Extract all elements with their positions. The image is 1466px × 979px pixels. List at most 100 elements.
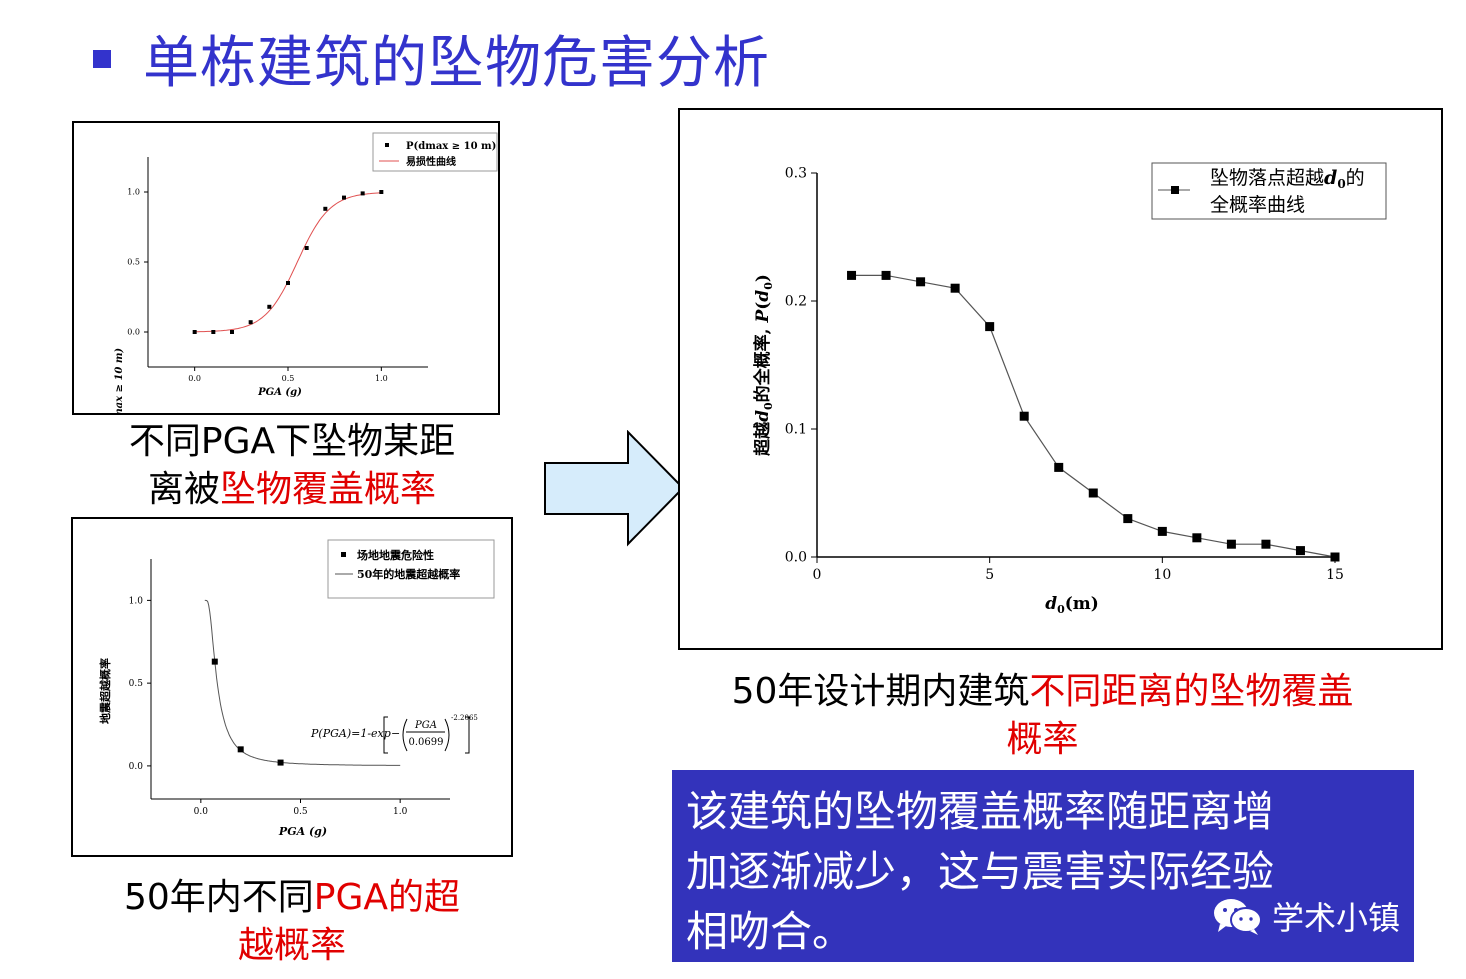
fragility-legend-series1: P(dmax ≥ 10 m) (406, 141, 496, 152)
coverage-data-point (1123, 514, 1133, 524)
wechat-icon (1214, 899, 1262, 935)
y-tick-label: 0.5 (129, 679, 144, 689)
coverage-data-point (1088, 488, 1098, 498)
hazard-caption-red: PGA的超 (313, 877, 461, 918)
coverage-caption-line1: 50年设计期内建筑不同距离的坠物覆盖 (690, 668, 1395, 716)
coverage-chart: 0 5 10 15 0.0 0.1 0.2 0.3 坠物落点超越d0的 全概率曲线 d0(m)… (752, 162, 1387, 616)
x-tick-label: 0.5 (293, 807, 308, 817)
coverage-legend-label-line2: 全概率曲线 (1210, 194, 1305, 216)
coverage-legend-label-line1: 坠物落点超越d0的 (1210, 167, 1365, 191)
x-tick-label: 15 (1326, 567, 1344, 583)
legend-marker-square-icon (1171, 186, 1179, 194)
fragility-data-point (267, 304, 272, 309)
formula-bracket-icon (465, 716, 470, 754)
formula-paren-icon (444, 718, 450, 752)
y-tick-label: 0.2 (785, 294, 807, 310)
x-tick-label: 0.5 (282, 374, 295, 383)
y-tick-label: 0.0 (129, 762, 144, 772)
coverage-data-point (1019, 411, 1029, 421)
legend-marker-square-icon (385, 143, 389, 147)
x-tick-label: 5 (985, 567, 994, 583)
hazard-xlabel: PGA (g) (278, 825, 327, 838)
fragility-data-point (360, 191, 365, 196)
coverage-data-point (1295, 546, 1305, 556)
coverage-data-point (916, 277, 926, 287)
fragility-chart-frame: 0.0 0.5 1.0 0.0 0.5 1.0 P(dmax ≥ 10 m) 易损性曲线 … (72, 121, 500, 415)
right-arrow-icon (544, 430, 685, 547)
coverage-data-point (881, 270, 891, 280)
hazard-caption-line1: 50年内不同PGA的超 (82, 874, 502, 922)
fragility-ylabel: P(dmax ≥ 10 m) (114, 348, 125, 413)
hazard-caption-line2: 越概率 (237, 925, 346, 966)
coverage-ylabel: 超越d0的全概率, P(d0) (752, 274, 775, 456)
y-tick-label: 1.0 (127, 188, 140, 197)
hazard-formula-num: PGA (414, 720, 437, 731)
coverage-data-point (1054, 462, 1064, 472)
y-tick-label: 0.3 (785, 166, 807, 182)
watermark: 学术小镇 (1212, 893, 1400, 939)
fragility-caption-line1: 不同PGA下坠物某距 (128, 421, 456, 462)
conclusion-box: 该建筑的坠物覆盖概率随距离增 加逐渐减少，这与震害实际经验 相吻合。 (672, 770, 1414, 962)
coverage-series-line (851, 274, 1336, 558)
fragility-xlabel: PGA (g) (257, 387, 302, 398)
coverage-data-point (1261, 539, 1271, 549)
x-tick-label: 1.0 (393, 807, 408, 817)
fragility-data-point (304, 246, 309, 250)
fragility-data-point (342, 195, 346, 200)
coverage-caption-red: 不同距离的坠物覆盖 (1029, 671, 1354, 712)
conclusion-line2: 加逐渐减少，这与震害实际经验 (686, 847, 1275, 896)
fragility-data-point (286, 281, 290, 285)
fragility-data-point (230, 330, 234, 334)
y-tick-label: 0.0 (785, 550, 807, 566)
coverage-caption-line2: 概率 (1006, 719, 1079, 760)
coverage-data-point (1192, 533, 1202, 543)
fragility-data-point (211, 330, 216, 334)
hazard-formula-exp: -2.2065 (451, 714, 478, 722)
hazard-data-point (211, 658, 218, 665)
conclusion-line1: 该建筑的坠物覆盖概率随距离增 (686, 787, 1275, 836)
hazard-formula-den: 0.0699 (409, 737, 444, 748)
hazard-curve-line (204, 599, 401, 766)
x-tick-label: 10 (1153, 567, 1171, 583)
hazard-formula-lhs: P(PGA)=1-exp (310, 727, 391, 740)
fragility-legend-series2: 易损性曲线 (406, 155, 456, 168)
fragility-chart: 0.0 0.5 1.00.00.51.0 P(dmax ≥ 10 m) 易损性曲线 … (114, 132, 498, 413)
fragility-curve-line (194, 192, 382, 333)
coverage-data-point (985, 322, 995, 332)
y-tick-label: 0.5 (127, 258, 140, 267)
coverage-caption: 50年设计期内建筑不同距离的坠物覆盖 概率 (690, 668, 1395, 764)
x-tick-label: 0.0 (188, 374, 201, 383)
fragility-data-point (248, 320, 253, 325)
formula-paren-icon (402, 718, 408, 752)
coverage-xlabel: d0(m) (1045, 594, 1099, 616)
y-tick-label: 1.0 (129, 596, 144, 606)
coverage-data-point (1330, 552, 1340, 562)
coverage-data-point (950, 283, 960, 293)
coverage-data-point (1157, 526, 1167, 536)
fragility-caption-black: 离被 (147, 469, 220, 510)
coverage-data-point (847, 270, 857, 280)
y-tick-label: 0.0 (127, 328, 140, 337)
fragility-legend-box (372, 132, 498, 172)
formula-bracket-icon (383, 716, 388, 754)
x-tick-label: 0.0 (194, 807, 209, 817)
hazard-legend-series2: 50年的地震超越概率 (357, 567, 460, 581)
coverage-caption-black: 50年设计期内建筑 (731, 671, 1030, 712)
hazard-data-point (237, 746, 244, 753)
legend-marker-square-icon (341, 552, 346, 557)
hazard-ylabel: 地震超越概率 (98, 658, 112, 724)
watermark-text: 学术小镇 (1272, 899, 1401, 937)
hazard-formula-minus: − (391, 727, 400, 740)
conclusion-line3: 相吻合。 (686, 907, 855, 956)
hazard-legend-series1: 场地地震危险性 (357, 548, 434, 562)
fragility-caption-red: 坠物覆盖概率 (220, 469, 437, 510)
title-bullet (93, 50, 111, 68)
y-tick-label: 0.1 (785, 422, 807, 438)
slide-title: 单栋建筑的坠物危害分析 (143, 31, 770, 96)
x-tick-label: 1.0 (375, 374, 388, 383)
coverage-data-point (1226, 539, 1236, 549)
hazard-formula: P(PGA)=1-exp − PGA 0.0699 -2.2065 (310, 714, 478, 754)
coverage-chart-frame: 0 5 10 15 0.0 0.1 0.2 0.3 坠物落点超越d0的 全概率曲线 d0(m)… (678, 108, 1443, 650)
hazard-data-point (277, 759, 284, 766)
fragility-data-point (379, 190, 384, 194)
